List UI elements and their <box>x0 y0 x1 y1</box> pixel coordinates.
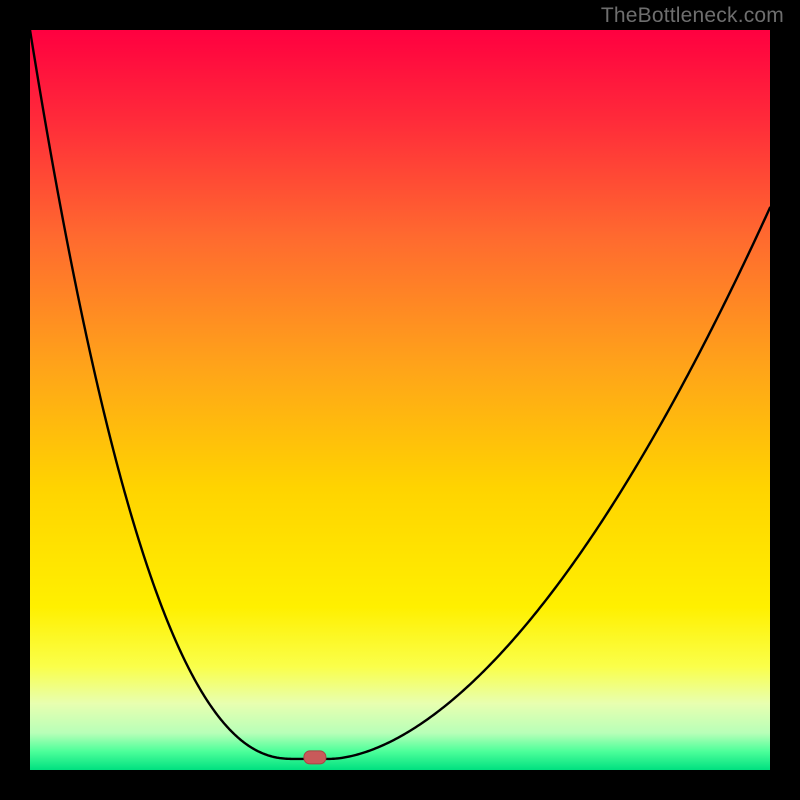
optimum-marker <box>304 751 326 764</box>
plot-background <box>30 30 770 770</box>
watermark-text: TheBottleneck.com <box>601 4 784 28</box>
bottleneck-chart <box>0 0 800 800</box>
